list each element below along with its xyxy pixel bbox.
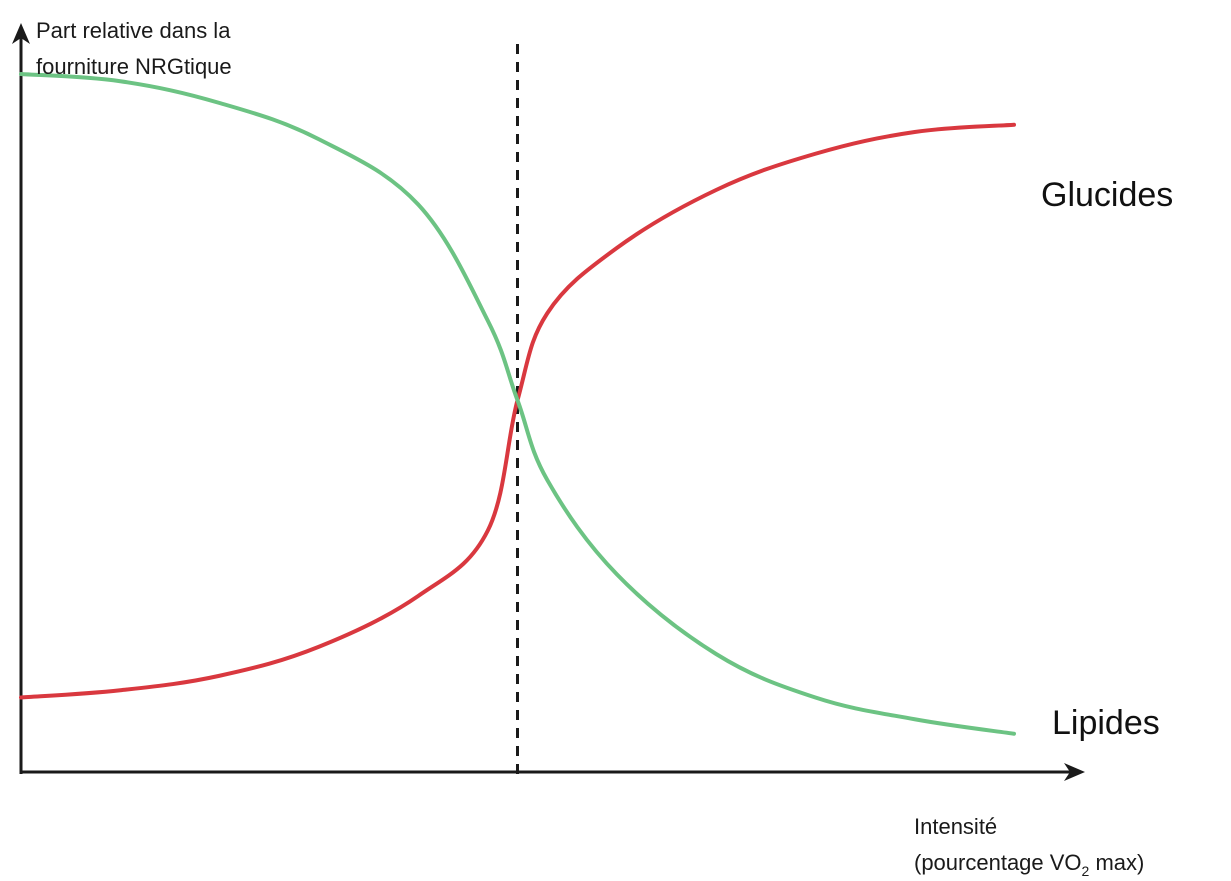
series-label-lipides: Lipides [1052, 704, 1160, 742]
y-axis-title-line-1: Part relative dans la [36, 18, 231, 43]
x-axis-title-subscript: 2 [1082, 863, 1090, 879]
y-axis-arrow-icon [12, 23, 30, 44]
x-axis-title-prefix: (pourcentage VO [914, 850, 1082, 875]
series-layer [19, 72, 1016, 736]
x-axis-title-suffix: max) [1089, 850, 1144, 875]
x-axis-arrow-icon [1064, 763, 1085, 781]
y-axis-title-line-2: fourniture NRGtique [36, 54, 232, 79]
x-axis-title-line-1: Intensité [914, 814, 997, 839]
series-line-lipides [19, 72, 1016, 736]
series-label-glucides: Glucides [1041, 176, 1173, 214]
x-axis-title-line-2: (pourcentage VO2 max) [914, 850, 1144, 879]
